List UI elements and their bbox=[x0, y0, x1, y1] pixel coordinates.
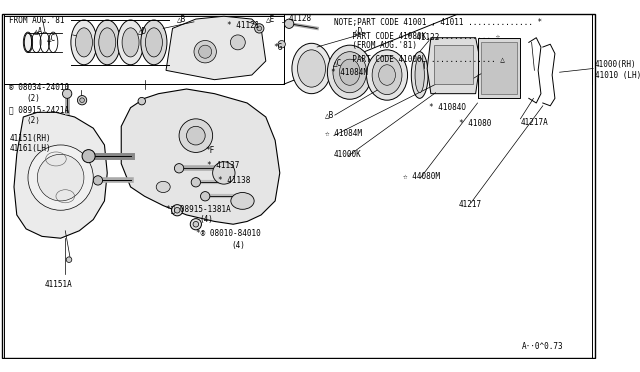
Text: *F: *F bbox=[205, 146, 214, 155]
Circle shape bbox=[194, 41, 216, 63]
Text: △B: △B bbox=[324, 110, 334, 120]
Text: 41128: 41128 bbox=[289, 14, 312, 23]
Circle shape bbox=[77, 96, 87, 105]
Circle shape bbox=[284, 19, 294, 28]
Ellipse shape bbox=[94, 20, 120, 65]
Text: 41217A: 41217A bbox=[520, 118, 548, 127]
Bar bbox=[434, 45, 473, 84]
Text: (4): (4) bbox=[231, 241, 245, 250]
Text: △D: △D bbox=[138, 27, 147, 36]
Circle shape bbox=[212, 162, 235, 184]
Ellipse shape bbox=[412, 52, 428, 98]
Text: ® 08034-24010: ® 08034-24010 bbox=[10, 83, 70, 92]
Circle shape bbox=[179, 119, 212, 153]
Text: ⟨2⟩: ⟨2⟩ bbox=[26, 116, 40, 125]
Text: △C: △C bbox=[333, 58, 342, 67]
Polygon shape bbox=[14, 112, 108, 238]
Text: 41000K: 41000K bbox=[334, 150, 362, 159]
Text: 41161(LH): 41161(LH) bbox=[10, 144, 51, 153]
Text: PART CODE 41000L .............. △: PART CODE 41000L .............. △ bbox=[343, 55, 505, 64]
Circle shape bbox=[191, 177, 200, 187]
Text: ☆ 41084M: ☆ 41084M bbox=[324, 129, 362, 138]
Circle shape bbox=[198, 45, 212, 58]
Text: (FROM AUG.'81): (FROM AUG.'81) bbox=[343, 41, 417, 50]
Circle shape bbox=[230, 35, 245, 50]
Circle shape bbox=[255, 24, 264, 33]
Text: FROM AUG.'81: FROM AUG.'81 bbox=[10, 16, 65, 25]
Text: * 41121: * 41121 bbox=[227, 21, 259, 30]
Ellipse shape bbox=[298, 50, 326, 87]
Ellipse shape bbox=[231, 193, 254, 209]
Ellipse shape bbox=[415, 57, 424, 93]
Polygon shape bbox=[427, 38, 480, 94]
Circle shape bbox=[66, 257, 72, 263]
Circle shape bbox=[190, 219, 202, 230]
Ellipse shape bbox=[99, 28, 116, 57]
Text: △A: △A bbox=[33, 27, 43, 36]
Text: *® 08010-84010: *® 08010-84010 bbox=[196, 229, 260, 238]
Polygon shape bbox=[4, 16, 284, 84]
Ellipse shape bbox=[122, 28, 139, 57]
Ellipse shape bbox=[24, 33, 32, 52]
Text: PART CODE 41080K.............. ☆: PART CODE 41080K.............. ☆ bbox=[343, 32, 500, 41]
Circle shape bbox=[82, 150, 95, 163]
Text: * 41138: * 41138 bbox=[218, 176, 251, 185]
Ellipse shape bbox=[339, 59, 360, 85]
Circle shape bbox=[186, 126, 205, 145]
Circle shape bbox=[28, 145, 93, 210]
Ellipse shape bbox=[76, 28, 92, 57]
Circle shape bbox=[200, 192, 210, 201]
Ellipse shape bbox=[118, 20, 143, 65]
Text: NOTE;PART CODE 41001 , 41011 .............. *: NOTE;PART CODE 41001 , 41011 ...........… bbox=[334, 18, 542, 27]
Text: 41151(RH): 41151(RH) bbox=[10, 134, 51, 143]
Circle shape bbox=[193, 221, 198, 227]
Text: △D: △D bbox=[355, 27, 364, 36]
Ellipse shape bbox=[292, 43, 331, 94]
Ellipse shape bbox=[367, 50, 408, 100]
Text: *Ⓜ 08915-1381A: *Ⓜ 08915-1381A bbox=[166, 204, 231, 213]
Circle shape bbox=[93, 176, 102, 185]
Ellipse shape bbox=[327, 45, 372, 99]
Text: △E: △E bbox=[266, 15, 275, 23]
Ellipse shape bbox=[379, 65, 396, 85]
Ellipse shape bbox=[71, 20, 97, 65]
Text: * 41122: * 41122 bbox=[406, 33, 439, 42]
Text: 41217: 41217 bbox=[459, 200, 482, 209]
Text: 41010 (LH): 41010 (LH) bbox=[595, 71, 640, 80]
Polygon shape bbox=[166, 16, 266, 80]
Text: ☆ 44080M: ☆ 44080M bbox=[403, 172, 440, 181]
Polygon shape bbox=[477, 38, 520, 98]
Text: (2): (2) bbox=[26, 94, 40, 103]
Circle shape bbox=[175, 164, 184, 173]
Circle shape bbox=[63, 89, 72, 98]
Text: *G: *G bbox=[273, 44, 282, 52]
Bar bbox=[481, 42, 516, 94]
Text: A··0^0.73: A··0^0.73 bbox=[522, 342, 564, 351]
Text: △B: △B bbox=[177, 15, 186, 23]
Circle shape bbox=[37, 154, 84, 201]
Ellipse shape bbox=[156, 181, 170, 193]
Circle shape bbox=[175, 208, 180, 213]
Circle shape bbox=[80, 98, 84, 103]
Text: * 41080: * 41080 bbox=[459, 119, 492, 128]
Text: 41000(RH): 41000(RH) bbox=[595, 60, 637, 69]
Ellipse shape bbox=[372, 55, 402, 94]
Circle shape bbox=[278, 41, 285, 48]
Ellipse shape bbox=[145, 28, 163, 57]
Text: △C: △C bbox=[47, 33, 56, 42]
Ellipse shape bbox=[141, 20, 167, 65]
Text: 41151A: 41151A bbox=[45, 280, 72, 289]
Text: * 41084O: * 41084O bbox=[429, 103, 466, 112]
Polygon shape bbox=[121, 89, 280, 224]
Text: Ⓜ 08915-2421A: Ⓜ 08915-2421A bbox=[10, 105, 70, 114]
Text: (4): (4) bbox=[200, 215, 214, 224]
Circle shape bbox=[257, 26, 262, 31]
Circle shape bbox=[138, 97, 145, 105]
Circle shape bbox=[172, 205, 183, 216]
Text: * 41137: * 41137 bbox=[207, 161, 239, 170]
Ellipse shape bbox=[333, 52, 367, 93]
Text: * 41084N: * 41084N bbox=[331, 68, 368, 77]
